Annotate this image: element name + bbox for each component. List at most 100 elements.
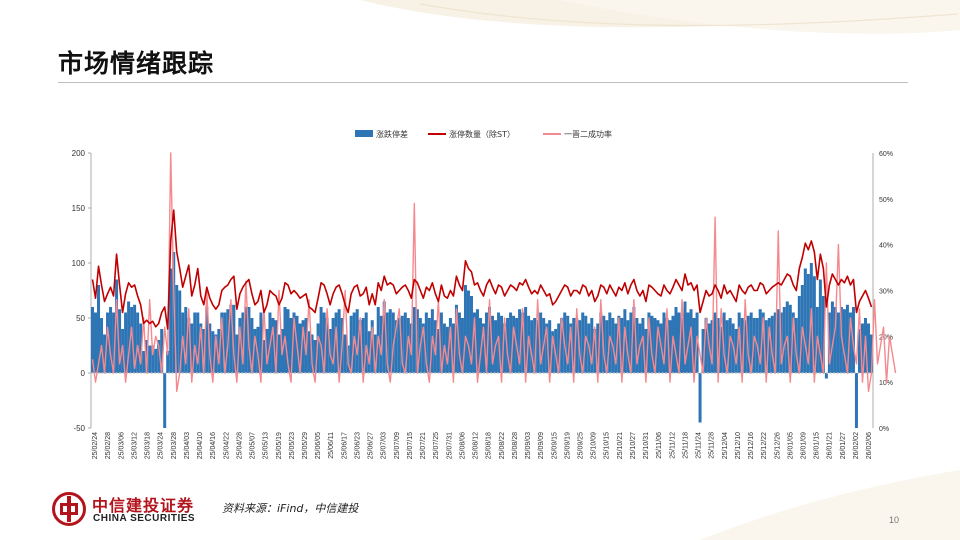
line-limit-up-count [91, 209, 873, 330]
bar [665, 318, 669, 373]
bar [112, 312, 116, 373]
left-tick-label: 0 [81, 369, 86, 378]
bar [830, 301, 834, 373]
x-tick-label: 25/11/12 [669, 432, 676, 459]
bar [836, 312, 840, 373]
bar [812, 276, 816, 373]
bar [500, 315, 504, 373]
x-tick-label: 25/02/24 [92, 432, 99, 459]
bar [115, 279, 119, 373]
bar [109, 307, 113, 373]
bar [373, 334, 377, 373]
bar [521, 312, 525, 373]
x-tick-label: 25/08/22 [499, 432, 506, 459]
right-tick-label: 50% [879, 197, 893, 204]
bar [737, 312, 741, 373]
bar [370, 320, 374, 373]
x-tick-label: 25/12/16 [748, 432, 755, 459]
bar [674, 307, 678, 373]
bar [818, 279, 822, 373]
left-y-axis: -50 0 50 100 150 200 [72, 149, 92, 433]
bar [572, 318, 576, 373]
bar [488, 307, 492, 373]
bar [719, 326, 723, 373]
x-tick-label: 25/05/19 [276, 432, 283, 459]
bar [106, 312, 110, 373]
bar [776, 309, 780, 373]
x-tick-label: 25/09/09 [538, 432, 545, 459]
x-tick-label: 25/04/10 [197, 432, 204, 459]
bar [524, 307, 528, 373]
bar [274, 320, 278, 373]
page-number: 10 [889, 515, 900, 525]
bar [166, 351, 170, 373]
bar [463, 285, 467, 373]
bar [157, 340, 161, 373]
x-tick-label: 25/06/11 [328, 432, 335, 459]
bar [797, 296, 801, 373]
x-tick-label: 25/10/21 [617, 432, 624, 459]
bar [469, 296, 473, 373]
bar [770, 315, 774, 373]
bar [178, 290, 182, 373]
bar [848, 312, 852, 373]
x-tick-label: 25/12/22 [761, 432, 768, 459]
bar [806, 274, 810, 373]
bar [322, 312, 326, 373]
bar [331, 318, 335, 373]
bar [605, 320, 609, 373]
bar [292, 312, 296, 373]
bar [175, 285, 179, 373]
x-tick-label: 25/03/06 [118, 432, 125, 459]
bar [764, 320, 768, 373]
bar [325, 318, 329, 373]
x-tick-label: 25/06/23 [355, 432, 362, 459]
bar [103, 334, 107, 373]
bar [650, 315, 654, 373]
bar [857, 329, 861, 373]
brand-name-cn: 中信建投证券 [92, 496, 195, 515]
x-tick-label: 25/12/10 [735, 432, 742, 459]
right-tick-label: 20% [879, 334, 893, 341]
bar [151, 345, 155, 373]
bar [509, 312, 513, 373]
line-series [91, 152, 897, 393]
bar [782, 307, 786, 373]
x-tick-label: 25/05/23 [289, 432, 296, 459]
x-tick-label: 25/10/27 [630, 432, 637, 459]
x-tick-label: 25/03/18 [145, 432, 152, 459]
x-tick-label: 25/09/19 [564, 432, 571, 459]
bar [869, 334, 873, 373]
bar [866, 323, 870, 373]
x-axis: 25/02/24 25/02/28 25/03/06 25/03/12 25/03/18… [92, 432, 873, 459]
bar [130, 307, 134, 373]
bar [256, 326, 260, 373]
bar [677, 312, 681, 373]
bar [794, 318, 798, 373]
bar [199, 323, 203, 373]
bar [163, 373, 167, 428]
bar [94, 312, 98, 373]
bar [548, 320, 552, 373]
legend-label: 一晋二成功率 [564, 129, 612, 139]
x-tick-label: 25/03/24 [158, 432, 165, 459]
right-tick-label: 30% [879, 289, 893, 296]
bar [394, 320, 398, 373]
bar [448, 318, 452, 373]
bar [767, 318, 771, 373]
bar [271, 318, 275, 373]
bar [662, 312, 666, 373]
x-tick-label: 25/07/09 [394, 432, 401, 459]
bar [241, 312, 245, 373]
bar [259, 312, 263, 373]
bar [382, 301, 386, 373]
right-y-axis: 0% 10% 20% 30% 40% 50% 60% [872, 151, 893, 433]
bar [454, 304, 458, 373]
x-tick-label: 25/04/22 [223, 432, 230, 459]
bar [466, 290, 470, 373]
bar [518, 309, 522, 373]
bar [734, 329, 738, 373]
bar [689, 309, 693, 373]
bar [539, 312, 543, 373]
bar [485, 312, 489, 373]
